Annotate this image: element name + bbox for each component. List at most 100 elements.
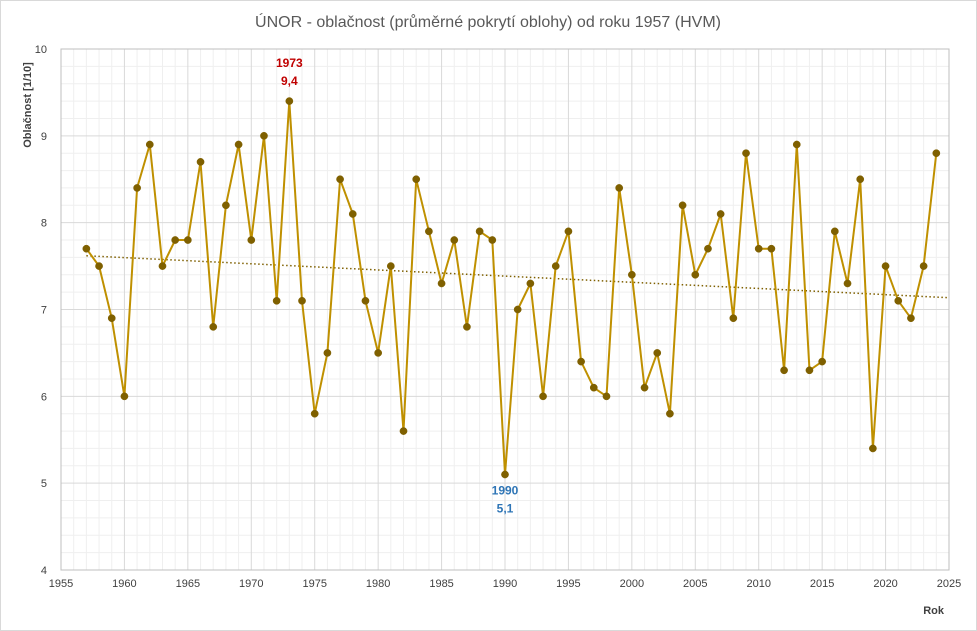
data-point — [412, 175, 421, 184]
data-point — [374, 349, 382, 357]
data-point — [564, 227, 573, 236]
data-point — [260, 131, 268, 140]
x-tick-label: 1985 — [429, 578, 453, 590]
data-point — [361, 296, 370, 305]
data-point — [602, 392, 611, 401]
annotation-value: 5,1 — [497, 501, 514, 515]
annotations-layer: 1973 9,4 1990 5,1 — [276, 56, 519, 515]
data-point — [209, 323, 218, 331]
data-point — [526, 279, 535, 288]
annotation-value: 9,4 — [281, 74, 298, 88]
data-point — [196, 158, 205, 166]
data-point — [95, 262, 103, 270]
series-layer — [82, 97, 941, 479]
tick-labels-layer: 1955 1960 1965 1970 1975 1980 1985 1990 1995 2000… — [35, 44, 961, 590]
x-tick-label: 1980 — [366, 578, 390, 590]
data-point — [805, 366, 814, 375]
y-tick-label: 7 — [41, 305, 47, 317]
data-point — [133, 184, 141, 192]
data-point — [158, 262, 167, 270]
data-point — [463, 323, 471, 331]
data-point — [856, 175, 865, 184]
y-tick-label: 6 — [41, 391, 47, 403]
data-point — [488, 236, 497, 244]
data-point — [336, 175, 344, 184]
data-point — [234, 140, 243, 149]
data-point — [907, 314, 915, 323]
x-tick-label: 1970 — [239, 578, 263, 590]
data-point — [589, 383, 598, 392]
chart-title: ÚNOR - oblačnost (průměrné pokrytí obloh… — [255, 12, 721, 31]
data-point — [425, 227, 433, 236]
x-axis-label: Rok — [923, 605, 945, 617]
data-point — [348, 210, 357, 218]
x-tick-label: 2010 — [746, 578, 770, 590]
data-point — [742, 149, 750, 158]
major-gridlines — [60, 48, 950, 571]
data-point — [323, 349, 332, 357]
data-point — [729, 314, 738, 323]
annotation-year: 1990 — [492, 483, 519, 497]
x-tick-label: 2000 — [620, 578, 644, 590]
data-point — [919, 262, 928, 270]
data-point — [754, 244, 763, 253]
data-point — [184, 236, 192, 244]
data-point — [843, 279, 852, 288]
data-point — [82, 244, 91, 253]
y-tick-label: 4 — [41, 565, 47, 577]
data-point — [247, 236, 256, 244]
data-point — [386, 262, 395, 270]
x-tick-label: 2020 — [873, 578, 897, 590]
data-point — [551, 262, 560, 270]
data-point — [830, 227, 839, 236]
data-point — [450, 236, 459, 244]
x-tick-label: 1975 — [302, 578, 326, 590]
annotation-year: 1973 — [276, 56, 303, 70]
y-axis-label: Oblačnost [1/10] — [22, 62, 34, 148]
x-tick-label: 1960 — [112, 578, 136, 590]
data-point — [767, 244, 776, 253]
y-tick-label: 10 — [35, 44, 47, 56]
data-point — [577, 357, 585, 366]
x-tick-label: 2025 — [937, 578, 961, 590]
data-point — [666, 409, 674, 418]
data-point — [513, 305, 522, 314]
series-line — [85, 100, 938, 476]
x-tick-label: 1995 — [556, 578, 580, 590]
data-point — [171, 236, 180, 244]
x-tick-label: 1990 — [493, 578, 517, 590]
x-tick-label: 1955 — [49, 578, 73, 590]
y-tick-label: 8 — [41, 218, 47, 230]
data-point — [298, 296, 306, 305]
data-point — [628, 270, 636, 279]
data-point — [792, 140, 801, 149]
data-point — [640, 383, 649, 392]
data-point — [780, 366, 788, 375]
data-point — [107, 314, 116, 323]
data-point — [691, 270, 700, 279]
data-point — [615, 184, 624, 192]
data-point — [678, 201, 687, 210]
data-point — [120, 392, 129, 401]
data-point — [932, 149, 941, 158]
data-point — [539, 392, 547, 401]
y-tick-label: 5 — [41, 478, 47, 490]
data-point — [894, 296, 903, 305]
data-point — [704, 244, 712, 253]
x-tick-label: 2015 — [810, 578, 834, 590]
data-point — [310, 409, 319, 418]
data-point — [475, 227, 484, 236]
x-tick-label: 2005 — [683, 578, 707, 590]
x-tick-label: 1965 — [176, 578, 200, 590]
data-point — [653, 349, 662, 357]
data-point — [145, 140, 154, 149]
data-point — [869, 444, 877, 453]
plot-area-border — [60, 48, 950, 571]
data-point — [222, 201, 230, 210]
data-point — [399, 427, 408, 435]
data-point — [437, 279, 446, 288]
y-tick-label: 9 — [41, 131, 47, 143]
data-point — [501, 470, 509, 479]
data-point — [285, 97, 294, 105]
